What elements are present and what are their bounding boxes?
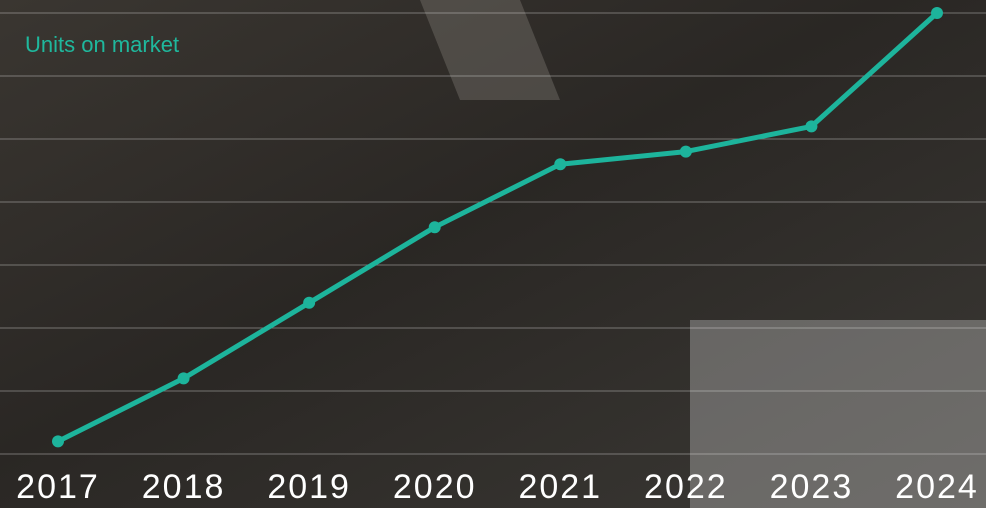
x-tick-label: 2019 [267,468,351,506]
data-point [428,221,441,234]
x-tick-label: 2017 [16,468,100,506]
data-point [177,372,190,385]
data-point [931,7,943,19]
data-point [805,120,818,133]
x-tick-label: 2023 [770,468,854,506]
x-tick-label: 2024 [895,468,979,506]
skylight [420,0,560,100]
x-tick-label: 2021 [518,468,602,506]
data-point [554,158,567,171]
data-point [52,435,64,448]
chart-title: Units on market [25,32,179,57]
data-point [303,296,316,309]
x-tick-label: 2020 [393,468,477,506]
data-point [679,145,692,158]
machine [690,320,986,508]
series-line [56,11,939,444]
x-tick-label: 2022 [644,468,728,506]
x-tick-label: 2018 [142,468,226,506]
